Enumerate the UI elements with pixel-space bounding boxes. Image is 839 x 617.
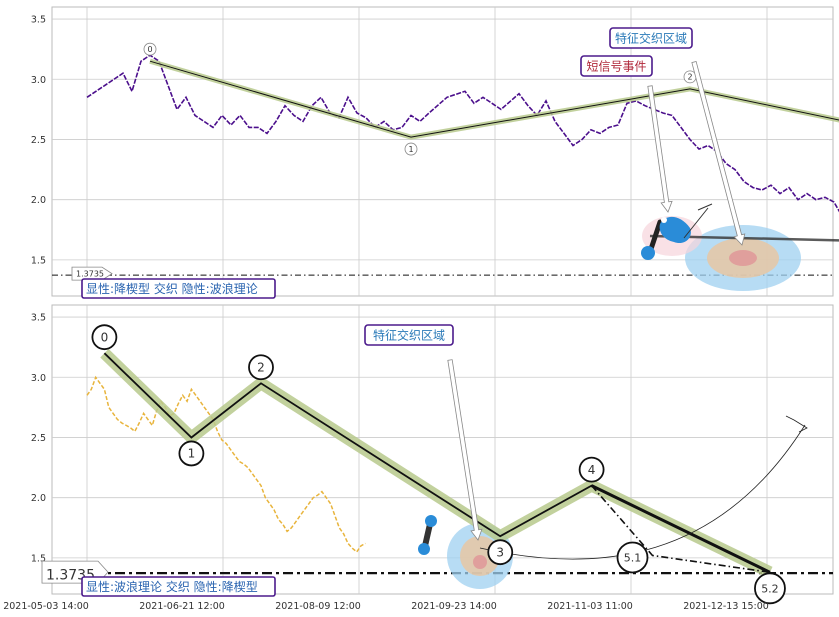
y-tick-label: 2.0 [31,195,46,206]
annotation-text: 特征交织区域 [373,328,445,343]
wave-point-label: 0 [101,330,109,344]
wave-point-circle [91,324,118,351]
x-tick-label: 2021-06-21 12:00 [139,601,225,612]
annotation-arrow [447,359,483,541]
signal-marker [425,515,437,527]
x-tick-label: 2021-05-03 14:00 [3,601,89,612]
legend-box [81,576,276,597]
wave-point-label: 0 [147,45,152,54]
wave-point-circle [404,142,418,156]
signal-needle-tip [697,203,713,211]
y-tick-label: 1.5 [31,255,46,266]
annotation-text: 短信号事件 [586,60,646,74]
annotation-box [609,27,693,49]
signal-bar [422,521,433,549]
y-tick-label: 1.5 [31,553,46,564]
wave-point-label: 2 [687,73,692,82]
top-chart-panel: 1.52.02.53.03.51.3735012345.15.2特征交织区域短信… [31,6,839,299]
wave-point-circle [487,539,514,566]
signal-marker [641,246,655,260]
support-label-box [71,266,113,281]
wave-point-circle [143,42,157,56]
projection-arc [479,424,806,560]
y-tick-label: 2.5 [31,135,46,146]
interweave-zone-inner [729,250,757,266]
x-tick-label: 2021-12-13 15:00 [683,601,769,612]
annotation-arrow [691,60,746,246]
signal-dot [661,217,667,223]
wave-point-label: 1 [188,447,196,461]
price-line [86,54,839,213]
price-line [86,375,366,553]
annotation-box [364,324,454,346]
wave-point-circle [578,456,605,483]
y-tick-label: 3.0 [31,75,46,86]
x-tick-label: 2021-11-03 11:00 [547,601,633,612]
wave-line [149,60,839,138]
x-axis: 2021-05-03 14:00 2021-06-21 12:00 2021-08-… [3,601,769,612]
wave-point-label: 3 [496,545,504,559]
x-tick-label: 2021-09-23 14:00 [411,601,497,612]
annotation-box [580,55,653,77]
wave-point-circle [178,440,205,467]
signal-marker [418,543,430,555]
legend-box [81,278,276,299]
projection-arc-end [785,415,808,433]
wave-point-label: 2 [257,360,265,374]
wave-point-circle [754,572,786,605]
signal-needle [683,207,709,239]
y-tick-label: 2.5 [31,433,46,444]
legend-text: 显性:降楔型 交织 隐性:波浪理论 [86,281,258,296]
wave-point-label: 4 [588,463,596,477]
y-tick-label: 2.0 [31,493,46,504]
wave-point-circle [616,541,649,574]
y-tick-label: 3.5 [31,313,46,324]
annotation-text: 特征交织区域 [615,31,687,46]
wave-point-label: 1 [408,145,413,154]
bottom-chart-panel: 1.52.02.53.03.51.3735012345.15.2特征交织区域显性… [31,304,834,605]
wave-point-label: 5.1 [624,552,642,565]
support-value-label: 1.3735 [76,270,104,279]
wedge-upper-line [590,484,771,574]
annotation-arrow [647,85,673,213]
y-tick-label: 3.5 [31,15,46,26]
y-tick-label: 3.0 [31,373,46,384]
interweave-zone-inner [473,555,487,569]
legend-text: 显性:波浪理论 交织 隐性:降楔型 [86,579,258,594]
x-tick-label: 2021-08-09 12:00 [275,601,361,612]
signal-bar [647,219,663,255]
wave-point-circle [248,354,274,381]
signal-blob [659,216,691,244]
wave-point-label: 5.2 [761,583,779,596]
sub-wave-line [590,485,771,574]
